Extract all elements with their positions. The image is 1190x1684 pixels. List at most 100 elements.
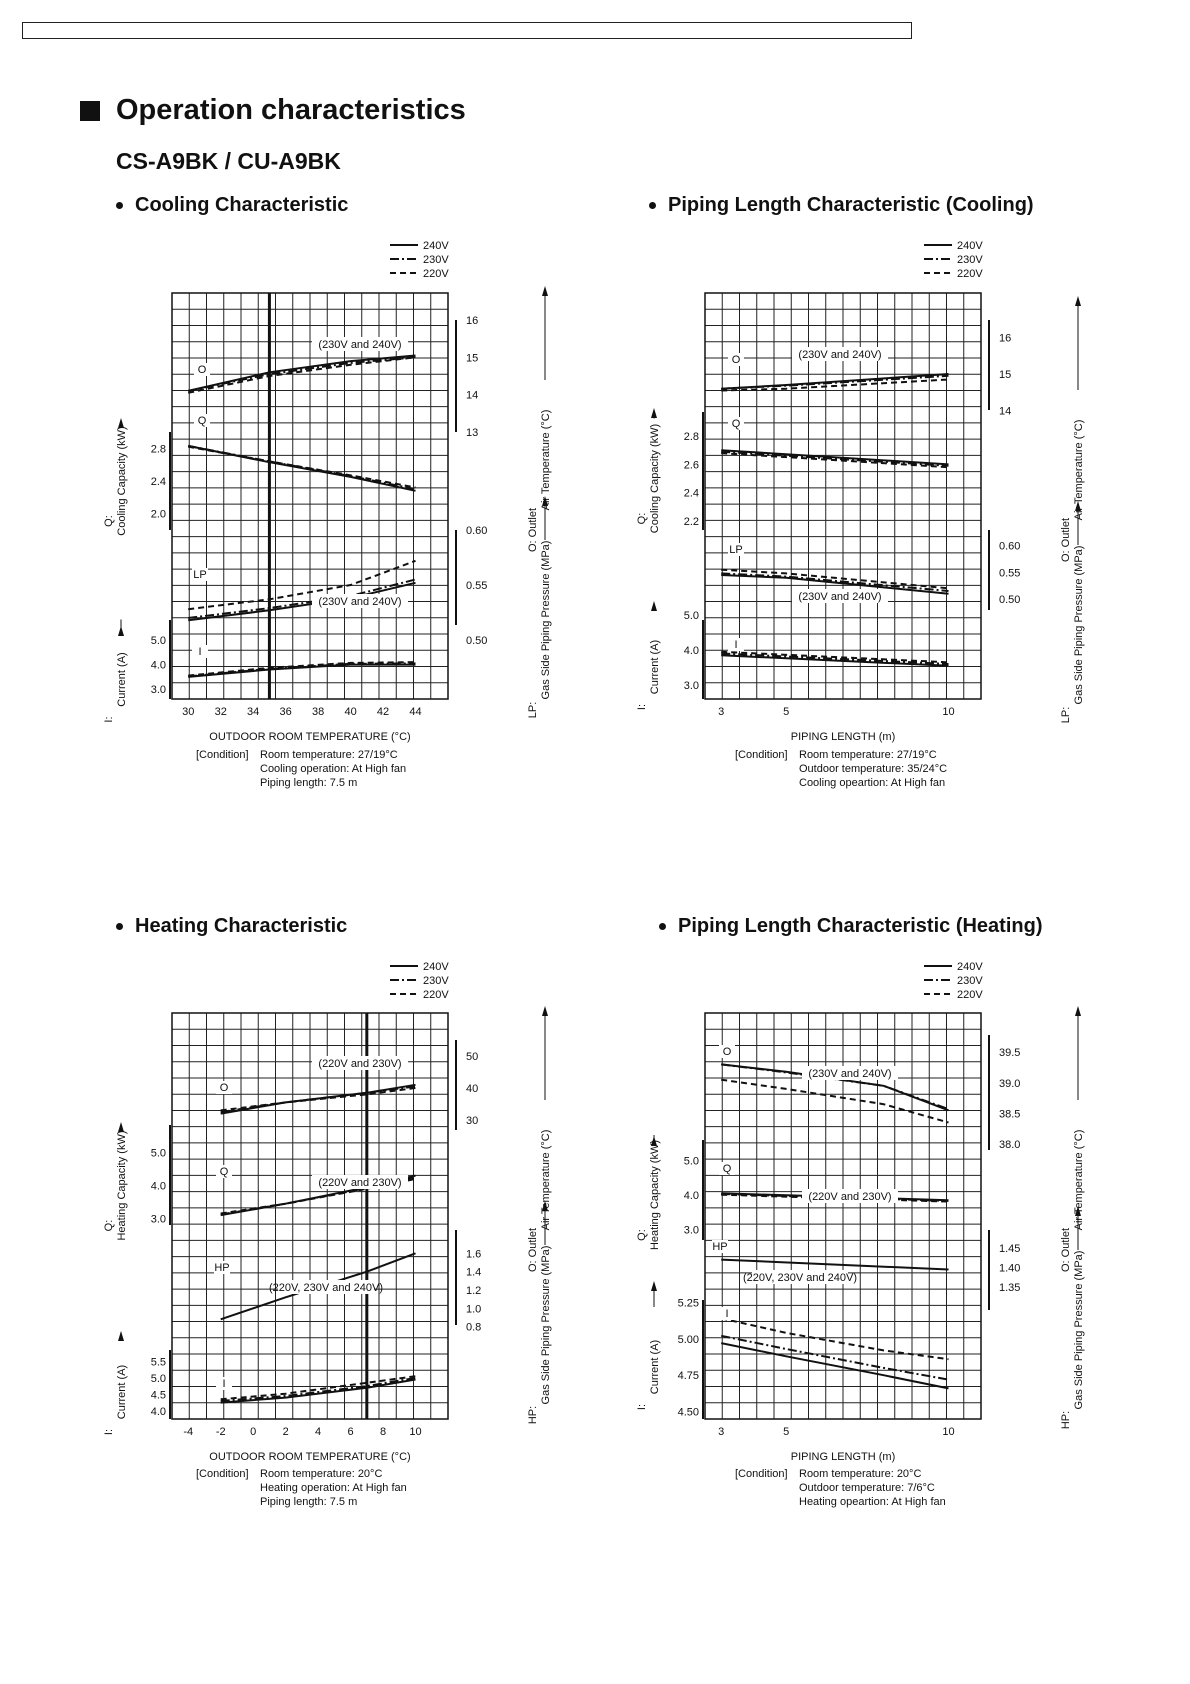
right-axis-title: Air Temperature (°C) — [1073, 1130, 1085, 1231]
left-tick-label: 4.75 — [678, 1370, 699, 1382]
legend-label: 240V — [423, 240, 449, 252]
left-axis-title: Current (A) — [649, 1340, 661, 1394]
right-tick-label: 0.55 — [999, 567, 1020, 579]
right-tick-label: 0.8 — [466, 1322, 481, 1334]
right-axis-title: Gas Side Piping Pressure (MPa) — [540, 541, 552, 700]
panel-note: (220V and 230V) — [808, 1191, 891, 1203]
left-axis-key: I: — [636, 704, 648, 710]
left-tick-label: 3.0 — [684, 680, 699, 692]
arrow-head-icon — [118, 418, 124, 428]
series-line-O-220V — [187, 356, 416, 394]
left-tick-label: 4.0 — [151, 1406, 166, 1418]
right-tick-label: 50 — [466, 1051, 478, 1063]
left-axis-key: I: — [636, 1404, 648, 1410]
right-tick-label: 1.45 — [999, 1243, 1020, 1255]
series-line-I-240V — [721, 1342, 949, 1390]
note-bg — [312, 337, 408, 351]
section-piping-heating: Piping Length Characteristic (Heating) — [659, 915, 1042, 938]
note-bg — [792, 347, 888, 361]
left-tick-label: 4.0 — [151, 660, 166, 672]
condition-label: [Condition] — [735, 1468, 788, 1480]
series-line-I-230V — [721, 652, 949, 665]
bullet-icon — [116, 202, 123, 209]
right-tick-label: 0.60 — [999, 541, 1020, 553]
condition-line: Piping length: 7.5 m — [260, 1496, 357, 1508]
condition-line: Room temperature: 20°C — [260, 1468, 382, 1480]
series-line-LP-240V — [721, 574, 949, 595]
page-title-text: Operation characteristics — [116, 94, 466, 126]
left-axis-title: Current (A) — [116, 1365, 128, 1419]
section-title: Heating Characteristic — [135, 915, 348, 937]
legend-label: 240V — [957, 961, 983, 973]
left-tick-label: 2.6 — [684, 459, 699, 471]
left-tick-label: 2.4 — [684, 488, 699, 500]
left-axis-title: Heating Capacity (kW) — [649, 1140, 661, 1250]
legend-label: 230V — [957, 254, 983, 266]
left-tick-label: 2.8 — [151, 443, 166, 455]
right-axis-key: O: Outlet — [527, 1228, 539, 1272]
series-line-O-220V — [721, 1078, 949, 1124]
series-line-O-230V — [721, 374, 949, 390]
series-line-O-220V — [220, 1087, 416, 1112]
note-bg — [792, 589, 888, 603]
x-axis-label: OUTDOOR ROOM TEMPERATURE (°C) — [209, 731, 410, 743]
series-line-Q-220V — [721, 452, 949, 469]
right-tick-label: 14 — [466, 390, 478, 402]
arrow-head-icon — [1075, 501, 1081, 511]
condition-line: Room temperature: 27/19°C — [260, 749, 398, 761]
panel-key-label: Q — [723, 1163, 732, 1175]
right-axis-title: Gas Side Piping Pressure (MPa) — [1073, 1251, 1085, 1410]
left-tick-label: 2.4 — [151, 476, 166, 488]
arrow-head-icon — [542, 1006, 548, 1016]
right-tick-label: 38.5 — [999, 1108, 1020, 1120]
note-bg — [312, 594, 408, 608]
panel-note: (220V and 230V) — [318, 1177, 401, 1189]
left-tick-label: 3.0 — [684, 1225, 699, 1237]
x-tick-label: 30 — [182, 706, 194, 718]
right-tick-label: 14 — [999, 406, 1011, 418]
condition-label: [Condition] — [196, 1468, 249, 1480]
series-line-Q-220V — [188, 445, 416, 489]
legend-label: 220V — [423, 268, 449, 280]
left-tick-label: 5.0 — [684, 1155, 699, 1167]
left-tick-label: 3.0 — [151, 1214, 166, 1226]
x-tick-label: 5 — [783, 1426, 789, 1438]
right-tick-label: 0.50 — [466, 635, 487, 647]
x-tick-label: 44 — [409, 706, 421, 718]
key-bg — [194, 363, 210, 376]
x-tick-label: 10 — [942, 1426, 954, 1438]
series-line-LP-220V — [721, 568, 949, 590]
arrow-head-icon — [651, 1136, 657, 1146]
panel-key-label: HP — [214, 1262, 229, 1274]
right-tick-label: 1.2 — [466, 1285, 481, 1297]
condition-line: Piping length: 7.5 m — [260, 777, 357, 789]
left-axis-key: Q: — [103, 515, 115, 527]
right-tick-label: 16 — [466, 315, 478, 327]
right-tick-label: 38.0 — [999, 1139, 1020, 1151]
arrow-head-icon — [651, 1281, 657, 1291]
panel-key-label: LP — [729, 544, 742, 556]
key-bg — [728, 417, 744, 430]
panel-note: (230V and 240V) — [798, 591, 881, 603]
x-tick-label: 6 — [348, 1426, 354, 1438]
section-cooling: Cooling Characteristic — [116, 194, 348, 217]
x-tick-label: 3 — [718, 706, 724, 718]
note-bg — [312, 1175, 408, 1189]
section-piping-cooling: Piping Length Characteristic (Cooling) — [649, 194, 1034, 217]
left-axis-title: Cooling Capacity (kW) — [649, 424, 661, 533]
x-tick-label: 10 — [942, 706, 954, 718]
chart-1: 240V 230V 220V 3 5 10 PIPING LENGTH (m) 16 15 14 O… — [636, 240, 1085, 789]
x-tick-label: 40 — [344, 706, 356, 718]
left-tick-label: 5.5 — [151, 1356, 166, 1368]
legend-label: 230V — [423, 254, 449, 266]
condition-line: Outdoor temperature: 35/24°C — [799, 763, 947, 775]
right-axis-title: Gas Side Piping Pressure (MPa) — [540, 1246, 552, 1405]
plot-frame — [171, 292, 449, 700]
key-bg — [719, 1045, 735, 1058]
key-bg — [728, 638, 744, 651]
arrow-head-icon — [651, 408, 657, 418]
chart-3: 240V 230V 220V 3 5 10 PIPING LENGTH (m) 39.5 39.… — [636, 961, 1085, 1508]
x-axis-label: PIPING LENGTH (m) — [791, 1451, 896, 1463]
series-line-I-240V — [721, 654, 949, 667]
